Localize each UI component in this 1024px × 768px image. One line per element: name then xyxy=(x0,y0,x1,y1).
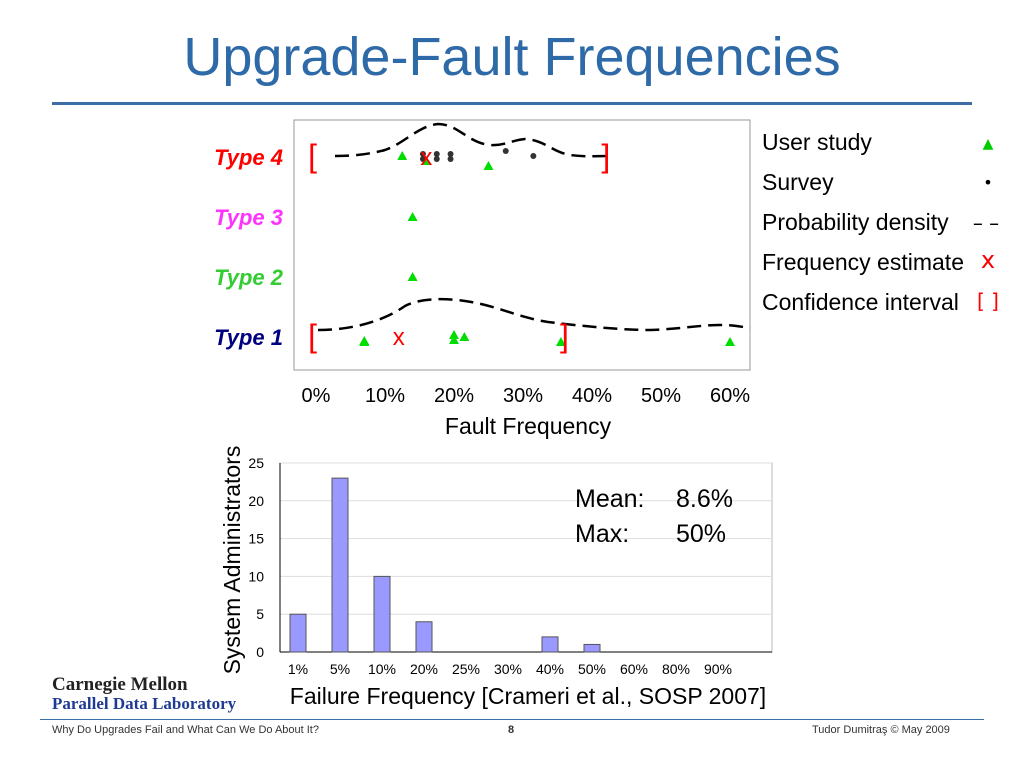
legend-entry-symbol: ▲ xyxy=(983,136,994,152)
bottom-y-tick-label: 10 xyxy=(248,568,264,584)
histogram-bar xyxy=(331,477,349,653)
legend-entry-symbol: [ ] xyxy=(977,289,999,313)
user-study-point xyxy=(407,212,418,221)
bottom-x-tick-label: 80% xyxy=(662,661,690,677)
confidence-interval-high: ] xyxy=(601,138,610,174)
histogram-bar xyxy=(373,575,391,653)
frequency-estimate-mark: x xyxy=(420,144,432,171)
bottom-y-tick-label: 5 xyxy=(256,606,264,622)
title-rule xyxy=(52,102,972,105)
top-x-tick-label: 20% xyxy=(434,385,474,407)
footer-rule xyxy=(40,719,984,720)
max-value: 50% xyxy=(676,520,727,548)
legend-entry-label: Confidence interval xyxy=(762,289,959,315)
top-x-tick-label: 10% xyxy=(365,385,405,407)
survey-point xyxy=(530,153,537,159)
user-study-point xyxy=(397,151,408,160)
confidence-interval-low: [ xyxy=(308,318,317,354)
top-plot-frame xyxy=(293,119,751,371)
bottom-x-tick-label: 60% xyxy=(620,661,648,677)
survey-point xyxy=(502,148,509,154)
bottom-x-axis-title: Failure Frequency [Crameri et al., SOSP … xyxy=(290,683,766,709)
bottom-y-tick-label: 20 xyxy=(248,493,264,509)
survey-point xyxy=(419,151,426,157)
bottom-x-tick-label: 1% xyxy=(288,661,308,677)
user-study-point xyxy=(407,272,418,281)
legend-entry-label: Probability density xyxy=(762,209,949,235)
confidence-interval-high: ] xyxy=(560,318,569,354)
type-label: Type 1 xyxy=(214,325,283,350)
legend-entry-label: Frequency estimate xyxy=(762,249,964,275)
top-x-tick-label: 40% xyxy=(572,385,612,407)
page-number: 8 xyxy=(508,724,515,736)
top-x-tick-label: 50% xyxy=(641,385,681,407)
histogram-bar xyxy=(583,643,601,653)
legend-entry-label: Survey xyxy=(762,169,834,195)
bottom-x-tick-label: 10% xyxy=(368,661,396,677)
user-study-point xyxy=(421,156,432,165)
logo-pdl: Parallel Data Laboratory xyxy=(52,694,237,713)
survey-point xyxy=(447,151,454,157)
survey-point xyxy=(419,156,426,162)
histogram-bar xyxy=(415,621,433,653)
legend-entry-symbol: – – xyxy=(973,211,999,235)
user-study-point xyxy=(725,337,735,346)
type-label: Type 2 xyxy=(214,265,284,290)
bottom-y-tick-label: 15 xyxy=(248,531,264,547)
type1-density-curve xyxy=(317,297,751,332)
frequency-estimate-mark: x xyxy=(393,324,405,351)
mean-value: 8.6% xyxy=(676,485,733,513)
histogram-bar xyxy=(541,636,559,653)
survey-point xyxy=(447,156,454,162)
legend-entry-label: User study xyxy=(762,129,872,155)
bottom-x-tick-label: 25% xyxy=(452,661,480,677)
logo-carnegie-mellon: Carnegie Mellon xyxy=(52,674,188,695)
max-label: Max: xyxy=(575,520,630,548)
user-study-point xyxy=(459,332,470,341)
top-x-tick-label: 0% xyxy=(302,385,331,407)
survey-point xyxy=(433,151,440,157)
user-study-point xyxy=(555,337,566,346)
bottom-x-tick-label: 5% xyxy=(330,661,350,677)
mean-label: Mean: xyxy=(575,485,645,513)
bottom-y-axis-title: System Administrators xyxy=(219,446,245,675)
top-x-axis-title: Fault Frequency xyxy=(445,413,612,439)
bottom-x-tick-label: 40% xyxy=(536,661,564,677)
bottom-x-tick-label: 90% xyxy=(704,661,732,677)
histogram-bar xyxy=(289,613,307,653)
survey-point xyxy=(433,156,440,162)
top-x-tick-label: 60% xyxy=(710,385,750,407)
type-label: Type 4 xyxy=(214,145,283,170)
bottom-x-tick-label: 30% xyxy=(494,661,522,677)
footer-left: Why Do Upgrades Fail and What Can We Do … xyxy=(52,724,319,736)
type4-density-curve xyxy=(334,122,609,158)
footer-right: Tudor Dumitraş © May 2009 xyxy=(812,724,950,736)
user-study-point xyxy=(483,161,494,170)
bottom-x-tick-label: 20% xyxy=(410,661,438,677)
bottom-y-tick-label: 0 xyxy=(256,644,264,660)
slide-title: Upgrade-Fault Frequencies xyxy=(183,27,841,87)
user-study-point xyxy=(449,335,459,344)
type-label: Type 3 xyxy=(214,205,283,230)
top-x-tick-label: 30% xyxy=(503,385,543,407)
confidence-interval-low: [ xyxy=(308,138,317,174)
legend-entry-symbol: x xyxy=(981,246,995,274)
user-study-point xyxy=(359,337,370,346)
bottom-x-tick-label: 50% xyxy=(578,661,606,677)
legend-entry-symbol: • xyxy=(983,173,992,192)
bottom-y-tick-label: 25 xyxy=(248,455,264,471)
user-study-point xyxy=(449,330,459,339)
